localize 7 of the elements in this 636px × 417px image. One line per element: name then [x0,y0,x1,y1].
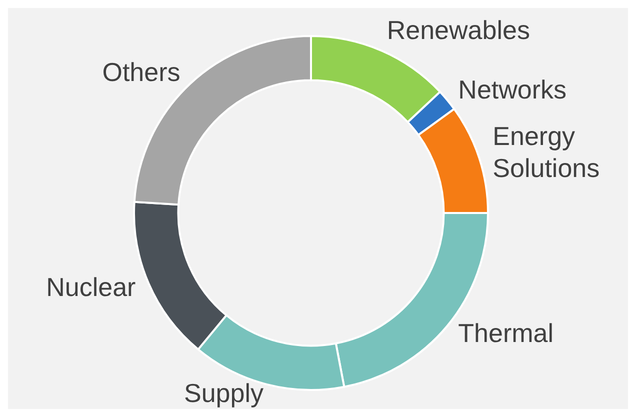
slice-label: Supply [184,378,264,408]
slice-label: Networks [458,74,567,104]
slice-label: Others [102,56,180,87]
slice-label: Energy Solutions [492,121,600,184]
slice-label: Thermal [458,318,554,348]
slice-label: Nuclear [46,272,136,302]
slice-label: Renewables [386,14,530,45]
